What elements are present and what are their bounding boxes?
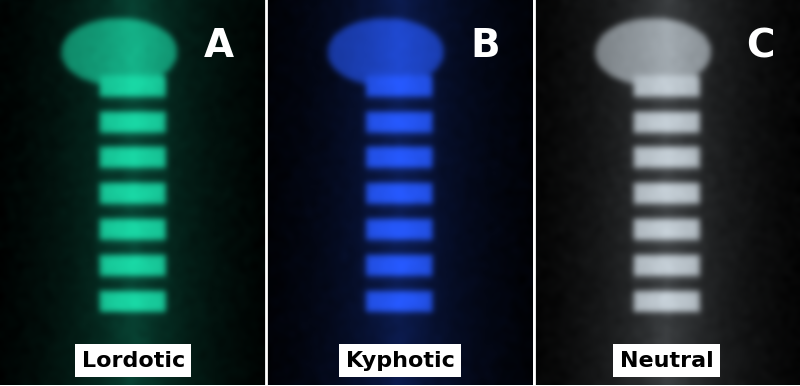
Text: Lordotic: Lordotic (82, 350, 185, 371)
Text: A: A (203, 27, 234, 65)
Text: B: B (470, 27, 500, 65)
Text: Kyphotic: Kyphotic (346, 350, 454, 371)
Text: Neutral: Neutral (620, 350, 714, 371)
Text: C: C (746, 27, 774, 65)
